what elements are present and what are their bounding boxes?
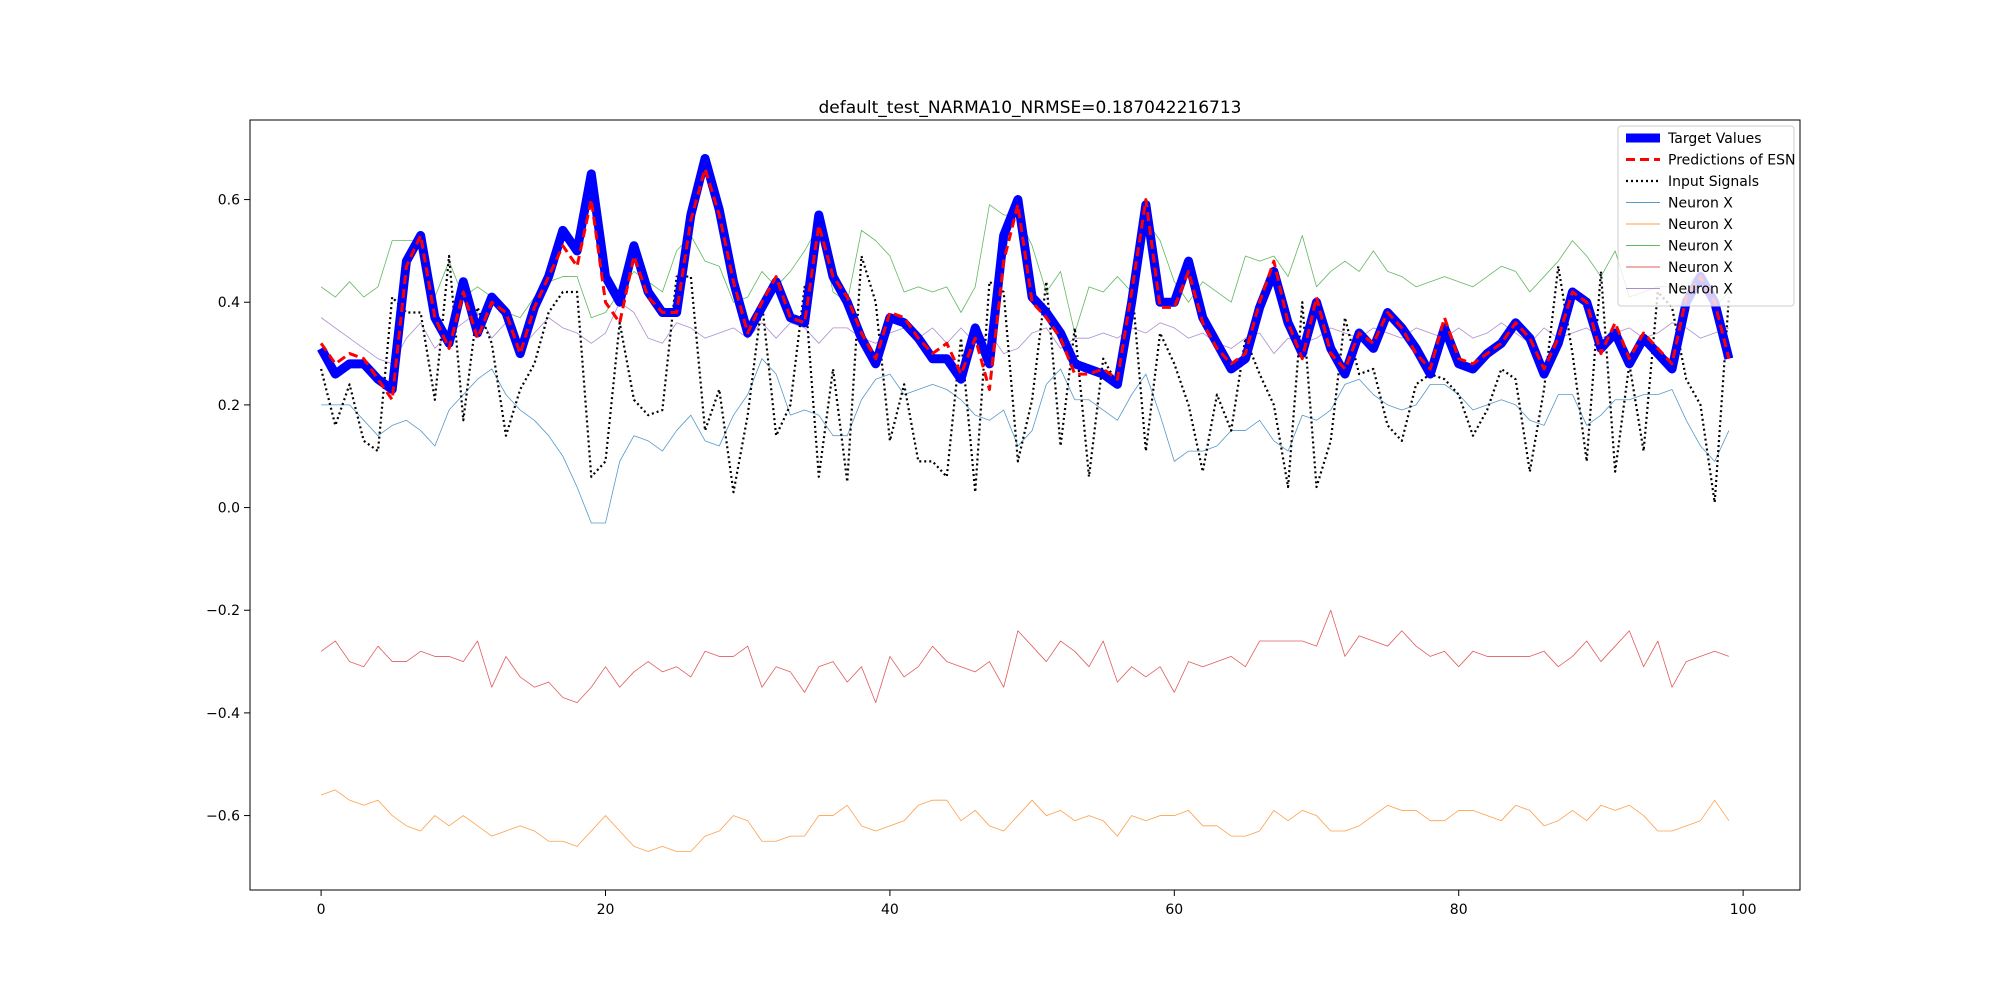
y-tick-label: 0.2: [218, 398, 240, 414]
series-line-2: [320, 254, 1730, 504]
series-line-7: [320, 301, 1730, 365]
chart-title: default_test_NARMA10_NRMSE=0.18704221671…: [818, 98, 1241, 118]
y-tick-label: 0.0: [218, 501, 240, 517]
series-line-4: [320, 789, 1730, 852]
legend-label: Neuron X: [1668, 260, 1733, 276]
y-tick-label: 0.4: [218, 295, 240, 311]
legend-label: Neuron X: [1668, 217, 1733, 233]
plot-frame: [249, 119, 1801, 891]
legend-label: Neuron X: [1668, 196, 1733, 212]
x-tick-label: 60: [1165, 902, 1183, 918]
y-tick-label: −0.2: [206, 603, 240, 619]
x-tick-label: 100: [1730, 902, 1757, 918]
axes-layer: 0 20 40 60 80 100 −0.6 −0.4 −0.2 0.0 0.2 0.4 0.6: [206, 193, 1756, 918]
y-tick-label: −0.6: [206, 809, 240, 825]
legend-label: Target Values: [1667, 131, 1762, 147]
series-line-3: [321, 358, 1730, 524]
x-tick-label: 0: [317, 902, 326, 918]
y-tick-label: −0.4: [206, 706, 240, 722]
legend-label: Neuron X: [1668, 282, 1733, 298]
series-line-1: [319, 167, 1731, 402]
legend-label: Predictions of ESN: [1668, 153, 1795, 169]
series-line-6: [320, 609, 1730, 704]
x-tick-label: 20: [597, 902, 615, 918]
y-tick-label: 0.6: [218, 193, 240, 209]
x-tick-label: 40: [881, 902, 899, 918]
legend: Target Values Predictions of ESN Input Sig…: [1617, 125, 1795, 307]
legend-box: [1617, 125, 1795, 307]
series-layer: [317, 154, 1734, 852]
legend-label: Input Signals: [1668, 174, 1759, 190]
x-tick-label: 80: [1450, 902, 1468, 918]
legend-label: Neuron X: [1668, 239, 1733, 255]
